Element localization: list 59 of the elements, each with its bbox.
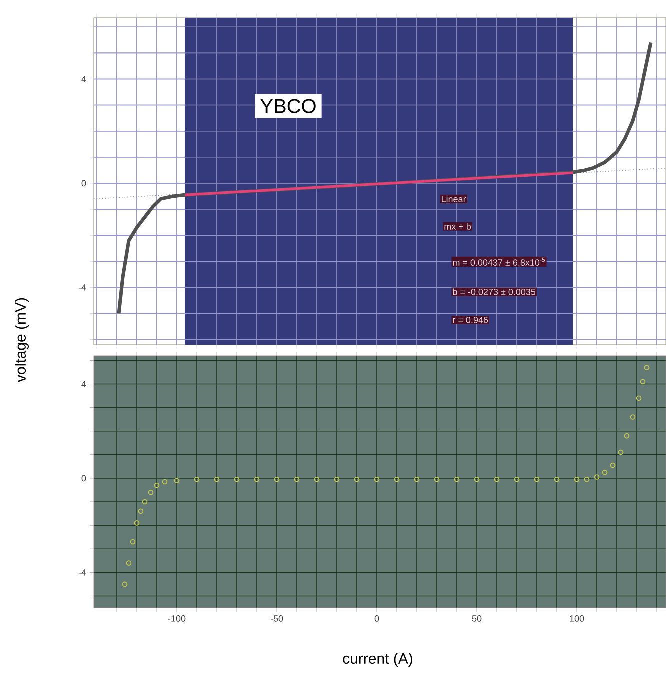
x-tick-label: 0 [374, 616, 380, 622]
point [494, 476, 500, 482]
point [138, 508, 144, 514]
point [134, 520, 140, 526]
point [584, 476, 590, 482]
point [354, 476, 360, 482]
annotation: b = -0.0273 ± 0.0035 [453, 288, 536, 296]
point [618, 450, 624, 456]
point [148, 490, 154, 496]
point [126, 560, 132, 566]
point [142, 499, 148, 505]
point [234, 476, 240, 482]
point [434, 476, 440, 482]
point [174, 478, 180, 484]
x-axis-title: current (A) [343, 653, 412, 667]
x-tick-label: -50 [270, 616, 284, 622]
y-tick-label: -4 [78, 570, 86, 576]
annotation: mx + b [444, 223, 472, 230]
point [636, 396, 642, 402]
point [644, 365, 650, 370]
annotation: r = 0.946 [453, 316, 488, 324]
point [624, 433, 630, 439]
point [602, 470, 608, 476]
point [574, 476, 580, 482]
point [534, 476, 540, 482]
point [454, 476, 460, 482]
point [610, 462, 616, 468]
y-tick-label: 0 [82, 180, 86, 187]
point [122, 582, 128, 588]
point [314, 476, 320, 482]
point [594, 474, 600, 480]
point [414, 476, 420, 482]
point [130, 539, 136, 545]
annotation: Linear [442, 196, 466, 202]
point [154, 482, 160, 488]
annotation: m = 0.00437 ± 6.8x10$^{-5}$ [453, 258, 546, 266]
y-tick-label: 4 [82, 381, 86, 388]
x-tick-label: 100 [570, 616, 584, 622]
point [294, 476, 300, 482]
point [554, 476, 560, 482]
point [194, 476, 200, 482]
y-axis-title: voltage (mV) [15, 298, 29, 382]
point [394, 476, 400, 482]
point [214, 476, 220, 482]
y-tick-label: 4 [82, 76, 86, 82]
x-tick-label: 50 [472, 616, 482, 622]
point [254, 476, 260, 482]
y-tick-label: 0 [82, 475, 86, 482]
y-tick-label: -4 [78, 284, 86, 291]
x-tick-label: -100 [168, 616, 186, 622]
point [474, 476, 480, 482]
point [514, 476, 520, 482]
point [162, 479, 168, 485]
annotation: YBCO [260, 99, 316, 114]
point [334, 476, 340, 482]
point [374, 476, 380, 482]
point [274, 476, 280, 482]
point [630, 414, 636, 420]
point [640, 379, 646, 385]
